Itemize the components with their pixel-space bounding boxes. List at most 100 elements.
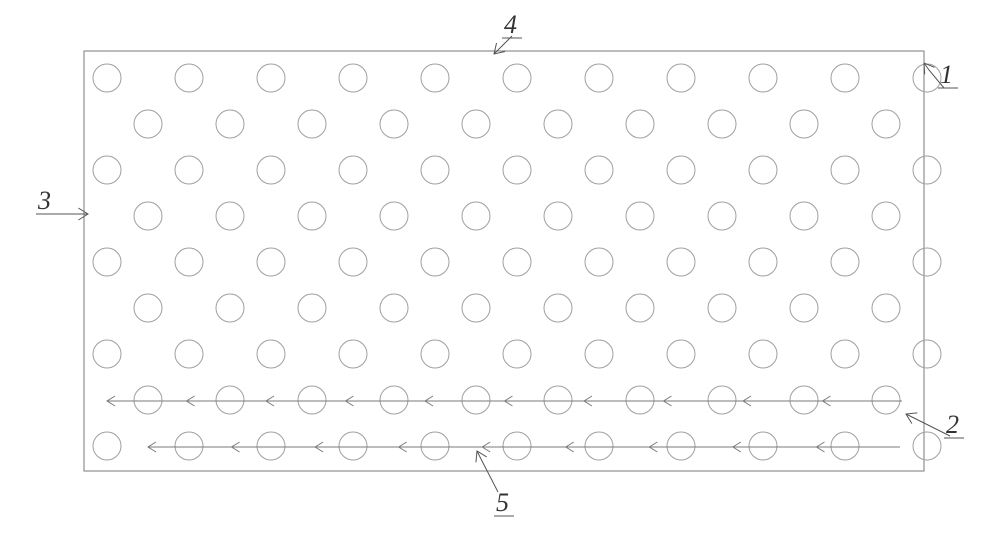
- hole-circle: [667, 248, 695, 276]
- hole-circle: [134, 386, 162, 414]
- callout-label-3: 3: [38, 186, 51, 216]
- hole-circle: [749, 64, 777, 92]
- hole-circle: [134, 294, 162, 322]
- hole-circle: [749, 432, 777, 460]
- hole-circle: [339, 156, 367, 184]
- callout-label-2: 2: [946, 410, 959, 440]
- hole-circle: [626, 110, 654, 138]
- technical-diagram: [0, 0, 1000, 534]
- hole-circle: [339, 432, 367, 460]
- hole-circle: [667, 156, 695, 184]
- hole-circle: [626, 294, 654, 322]
- hole-circle: [544, 110, 572, 138]
- hole-circle: [667, 432, 695, 460]
- hole-circle: [585, 432, 613, 460]
- hole-circle: [913, 64, 941, 92]
- hole-circle: [134, 202, 162, 230]
- hole-circle: [175, 64, 203, 92]
- hole-circle: [913, 248, 941, 276]
- hole-circle: [380, 294, 408, 322]
- callout-leader: [906, 414, 950, 436]
- hole-circle: [708, 386, 736, 414]
- hole-circle: [790, 294, 818, 322]
- hole-circle: [913, 432, 941, 460]
- hole-circle: [872, 386, 900, 414]
- hole-circle: [93, 432, 121, 460]
- hole-circle: [749, 248, 777, 276]
- hole-circle: [913, 156, 941, 184]
- hole-circle: [585, 156, 613, 184]
- hole-circle: [216, 202, 244, 230]
- hole-circle: [421, 64, 449, 92]
- hole-circle: [216, 294, 244, 322]
- hole-circle: [708, 294, 736, 322]
- hole-circle: [503, 432, 531, 460]
- hole-circle: [421, 156, 449, 184]
- hole-circle: [462, 110, 490, 138]
- hole-circle: [790, 202, 818, 230]
- hole-circle: [339, 64, 367, 92]
- hole-circle: [831, 156, 859, 184]
- hole-circle: [298, 386, 326, 414]
- hole-circle: [175, 340, 203, 368]
- hole-circle: [503, 248, 531, 276]
- hole-circle: [421, 432, 449, 460]
- hole-circle: [872, 110, 900, 138]
- hole-circle: [831, 340, 859, 368]
- hole-circle: [626, 202, 654, 230]
- callout-label-4: 4: [504, 10, 517, 40]
- hole-circle: [175, 156, 203, 184]
- hole-circle: [257, 156, 285, 184]
- hole-circle: [339, 340, 367, 368]
- hole-circle: [503, 64, 531, 92]
- hole-circle: [93, 156, 121, 184]
- hole-circle: [585, 64, 613, 92]
- callout-label-5: 5: [496, 488, 509, 518]
- hole-circle: [749, 340, 777, 368]
- hole-circle: [257, 432, 285, 460]
- hole-circle: [503, 340, 531, 368]
- hole-circle: [216, 386, 244, 414]
- hole-circle: [298, 294, 326, 322]
- hole-circle: [544, 294, 572, 322]
- hole-circle: [585, 248, 613, 276]
- hole-circle: [503, 156, 531, 184]
- hole-circle: [93, 248, 121, 276]
- hole-circle: [175, 432, 203, 460]
- hole-circle: [421, 248, 449, 276]
- hole-circle: [626, 386, 654, 414]
- hole-circle: [544, 386, 572, 414]
- hole-circle: [257, 340, 285, 368]
- hole-circle: [257, 64, 285, 92]
- hole-circle: [749, 156, 777, 184]
- hole-circle: [462, 202, 490, 230]
- hole-circle: [298, 202, 326, 230]
- hole-circle: [298, 110, 326, 138]
- hole-circle: [216, 110, 244, 138]
- callout-label-1: 1: [940, 60, 953, 90]
- panel-frame: [84, 51, 924, 471]
- hole-circle: [831, 248, 859, 276]
- hole-circle: [462, 386, 490, 414]
- hole-circle: [708, 110, 736, 138]
- hole-circle: [913, 340, 941, 368]
- hole-circle: [93, 340, 121, 368]
- hole-circle: [831, 432, 859, 460]
- hole-circle: [380, 202, 408, 230]
- hole-circle: [585, 340, 613, 368]
- hole-circle: [790, 110, 818, 138]
- hole-circle: [790, 386, 818, 414]
- hole-circle: [134, 110, 162, 138]
- hole-circle: [708, 202, 736, 230]
- hole-circle: [175, 248, 203, 276]
- hole-circle: [339, 248, 367, 276]
- hole-circle: [380, 386, 408, 414]
- hole-circle: [667, 340, 695, 368]
- hole-circle: [462, 294, 490, 322]
- hole-circle: [544, 202, 572, 230]
- hole-circle: [93, 64, 121, 92]
- hole-circle: [421, 340, 449, 368]
- hole-circle: [872, 294, 900, 322]
- hole-circle: [667, 64, 695, 92]
- hole-circle: [380, 110, 408, 138]
